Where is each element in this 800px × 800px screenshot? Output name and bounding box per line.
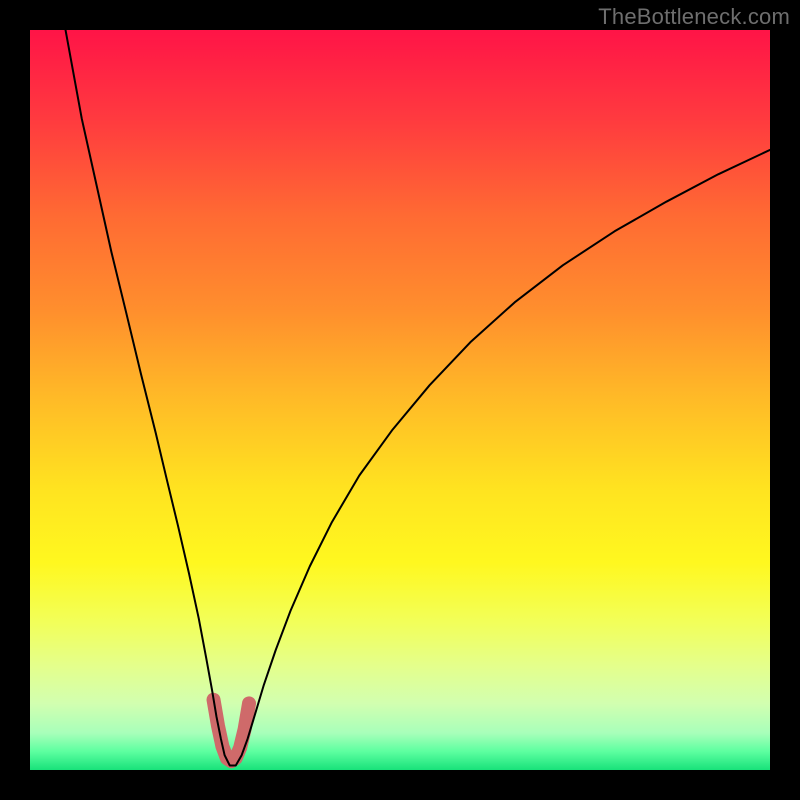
chart-svg bbox=[30, 30, 770, 770]
plot-area bbox=[30, 30, 770, 770]
outer-frame: TheBottleneck.com bbox=[0, 0, 800, 800]
watermark-text: TheBottleneck.com bbox=[598, 4, 790, 30]
chart-background bbox=[30, 30, 770, 770]
